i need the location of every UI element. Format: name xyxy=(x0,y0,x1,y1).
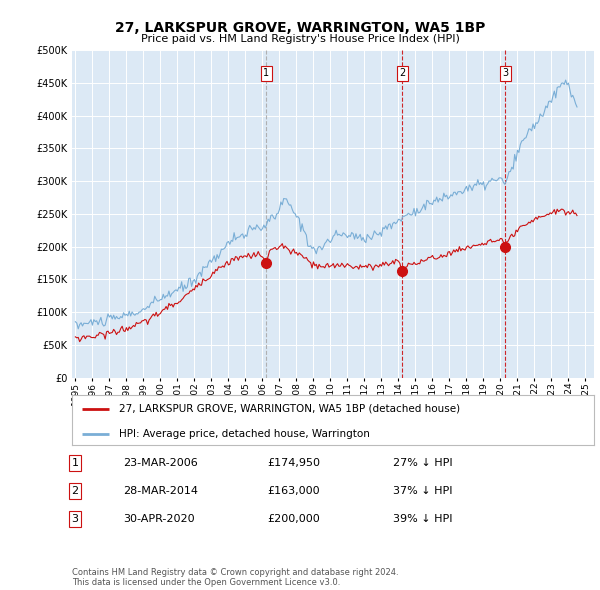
Text: 1: 1 xyxy=(71,458,79,468)
Text: 2: 2 xyxy=(71,486,79,496)
Text: 37% ↓ HPI: 37% ↓ HPI xyxy=(393,486,452,496)
Text: 3: 3 xyxy=(71,514,79,524)
Text: Contains HM Land Registry data © Crown copyright and database right 2024.
This d: Contains HM Land Registry data © Crown c… xyxy=(72,568,398,587)
Text: £163,000: £163,000 xyxy=(267,486,320,496)
Text: £174,950: £174,950 xyxy=(267,458,320,468)
Text: £200,000: £200,000 xyxy=(267,514,320,524)
Text: 23-MAR-2006: 23-MAR-2006 xyxy=(123,458,198,468)
Text: 3: 3 xyxy=(502,68,508,78)
Text: 1: 1 xyxy=(263,68,269,78)
Text: 30-APR-2020: 30-APR-2020 xyxy=(123,514,194,524)
Text: 2: 2 xyxy=(399,68,406,78)
Text: Price paid vs. HM Land Registry's House Price Index (HPI): Price paid vs. HM Land Registry's House … xyxy=(140,34,460,44)
Text: HPI: Average price, detached house, Warrington: HPI: Average price, detached house, Warr… xyxy=(119,430,370,440)
Text: 27, LARKSPUR GROVE, WARRINGTON, WA5 1BP: 27, LARKSPUR GROVE, WARRINGTON, WA5 1BP xyxy=(115,21,485,35)
Text: 28-MAR-2014: 28-MAR-2014 xyxy=(123,486,198,496)
Text: 27% ↓ HPI: 27% ↓ HPI xyxy=(393,458,452,468)
Text: 27, LARKSPUR GROVE, WARRINGTON, WA5 1BP (detached house): 27, LARKSPUR GROVE, WARRINGTON, WA5 1BP … xyxy=(119,404,460,414)
Text: 39% ↓ HPI: 39% ↓ HPI xyxy=(393,514,452,524)
